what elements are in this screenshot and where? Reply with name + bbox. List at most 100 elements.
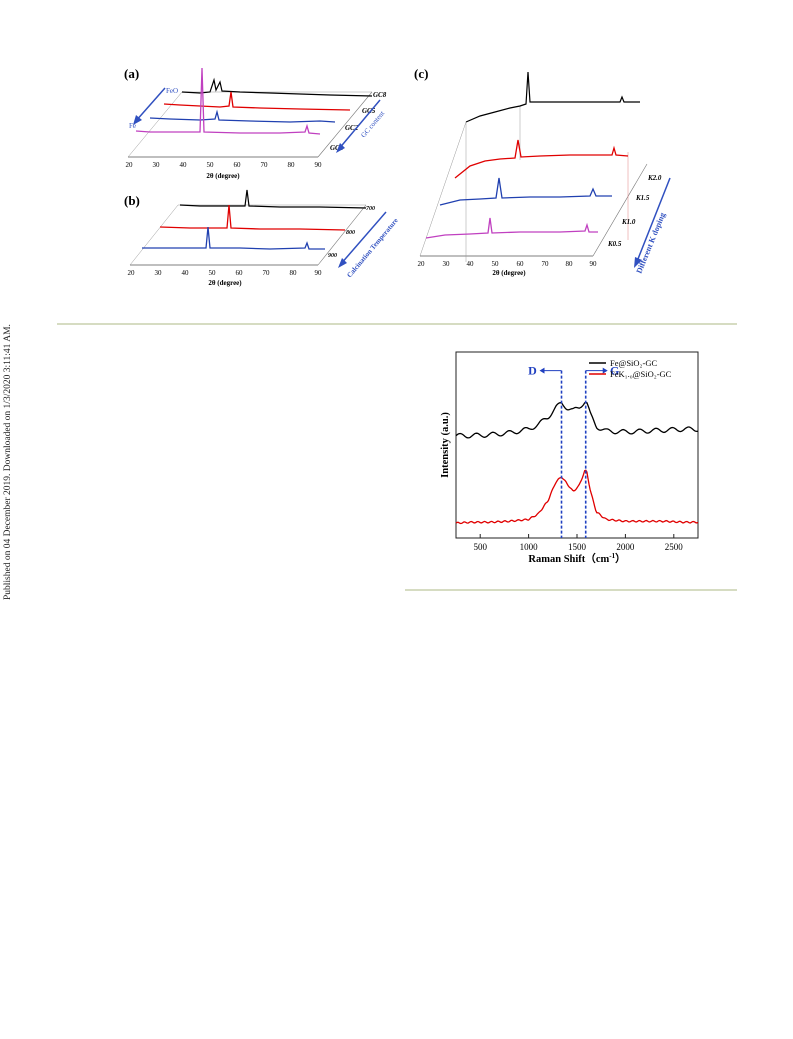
panel-c-series-k15 <box>454 139 629 179</box>
raman-axes-box <box>455 351 699 539</box>
raman-series-line-1 <box>455 469 699 525</box>
panel-b-series-label-2: 900 <box>328 253 337 259</box>
panel-a-series-gc2 <box>149 109 336 123</box>
panel-c-label: (c) <box>414 66 428 81</box>
panel-a-phase-arrow <box>134 87 166 123</box>
panel-b-series-800 <box>159 204 346 231</box>
panel-a-axis-depth-left <box>127 91 183 158</box>
panel-b-tick-6: 80 <box>290 269 298 277</box>
panel-b-series-700 <box>179 189 367 209</box>
raman-legend: Fe@SiO₂-GC FeK₁.₀@SiO₂-GC <box>589 358 672 379</box>
panel-b-tick-5: 70 <box>263 269 271 277</box>
panel-a-label: (a) <box>124 66 139 81</box>
panel-c-doping-arrow <box>635 177 671 265</box>
panel-a-tick-7: 90 <box>315 161 323 169</box>
panel-b-tick-7: 90 <box>315 269 323 277</box>
panel-a-phase-arrowhead <box>133 115 142 125</box>
panel-b-axis-depth <box>317 204 367 266</box>
raman-xlabel: Raman Shift（cm-1） <box>528 552 625 565</box>
panel-a-tick-0: 20 <box>126 161 134 169</box>
raman-xlabel-sup: -1 <box>609 552 615 560</box>
panel-c-x-ticks: 20 30 40 50 60 70 80 90 <box>418 260 598 268</box>
panel-c-series-k10 <box>439 177 612 206</box>
panel-c-series-label-2: K1.0 <box>621 218 636 226</box>
panel-a-tick-4: 60 <box>234 161 242 169</box>
panel-a-tick-1: 30 <box>153 161 161 169</box>
panel-b-axis-depth-left <box>129 204 179 266</box>
panel-a-axis-depth <box>317 91 373 158</box>
panel-c-tick-1: 30 <box>443 260 451 268</box>
panel-a-fe-label: Fe <box>129 122 136 130</box>
panel-a-tick-3: 50 <box>207 161 215 169</box>
raman-x-tick-label: 1000 <box>520 542 539 552</box>
panel-c-series-label-0: K2.0 <box>647 174 662 182</box>
raman-x-ticks: 500 1000 1500 2000 2500 <box>473 534 683 552</box>
panel-c: (c) K2.0 K1.5 K1.0 K0.5 Different K dopi… <box>414 66 671 277</box>
panel-b-tick-3: 50 <box>209 269 217 277</box>
panel-c-tick-5: 70 <box>542 260 550 268</box>
raman-x-tick-label: 2500 <box>665 542 684 552</box>
panel-b-tick-1: 30 <box>155 269 163 277</box>
panel-a-x-ticks: 20 30 40 50 60 70 80 90 <box>126 161 323 169</box>
legend-label-fe: Fe@SiO₂-GC <box>610 358 657 368</box>
panel-b-series-900 <box>142 226 325 250</box>
panel-c-tick-6: 80 <box>566 260 574 268</box>
xrd-figure: (a) GC8 GC5 GC2 GC1 GC content FeO Fe 20… <box>124 66 671 287</box>
panel-a-tick-2: 40 <box>180 161 188 169</box>
panel-b-series-label-0: 700 <box>366 206 375 212</box>
panel-c-doping-arrowhead <box>634 257 642 268</box>
panel-c-axis-depth-left <box>419 121 467 257</box>
panel-c-series-k20 <box>465 71 640 123</box>
panel-c-tick-4: 60 <box>517 260 525 268</box>
panel-b-label: (b) <box>124 193 140 208</box>
raman-xlabel-unit: cm <box>596 554 610 565</box>
raman-peak-arrowhead-d <box>539 367 545 374</box>
panel-c-xlabel: 2θ (degree) <box>492 269 526 277</box>
panel-b-tick-0: 20 <box>128 269 136 277</box>
panel-a-series-label-2: GC2 <box>345 124 359 132</box>
panel-b: (b) 700 800 900 Calcination Temperature … <box>124 189 400 287</box>
panel-c-series-k05 <box>425 217 598 239</box>
panel-c-tick-3: 50 <box>492 260 500 268</box>
panel-b-tick-4: 60 <box>236 269 244 277</box>
raman-ylabel: Intensity (a.u.) <box>440 412 451 478</box>
panel-b-x-ticks: 20 30 40 50 60 70 80 90 <box>128 269 323 277</box>
panel-a-tick-5: 70 <box>261 161 269 169</box>
panel-c-arrow-label: Different K doping <box>635 211 668 274</box>
raman-peak-arrowhead-g <box>602 367 608 374</box>
panel-c-series-label-3: K0.5 <box>607 240 622 248</box>
panel-a-series-label-3: GC1 <box>330 144 343 152</box>
panel-b-xlabel: 2θ (degree) <box>208 279 242 287</box>
panel-b-arrow-label: Calcination Temperature <box>345 217 399 280</box>
raman-series <box>455 401 699 525</box>
raman-xlabel-main: Raman Shift（ <box>528 552 596 565</box>
panel-a-series-gc5 <box>163 91 351 111</box>
panel-a: (a) GC8 GC5 GC2 GC1 GC content FeO Fe 20… <box>124 66 387 180</box>
raman-xlabel-close: ） <box>615 552 626 565</box>
panel-b-tick-2: 40 <box>182 269 190 277</box>
panel-a-feo-label: FeO <box>166 87 178 95</box>
figure-separator-rule <box>57 323 737 325</box>
panel-c-axis-depth <box>592 163 648 257</box>
raman-x-tick-label: 1500 <box>568 542 587 552</box>
legend-label-fek: FeK₁.₀@SiO₂-GC <box>610 369 672 379</box>
panel-c-tick-7: 90 <box>590 260 598 268</box>
panel-b-series-label-1: 800 <box>346 230 355 236</box>
raman-series-line-0 <box>455 401 699 439</box>
panel-a-content-arrow <box>337 99 381 151</box>
panel-a-series-gc1 <box>135 67 321 135</box>
panel-a-series-gc8 <box>181 77 373 97</box>
panel-a-series-label-1: GC5 <box>362 107 376 115</box>
panel-b-temperature-arrow <box>339 211 387 266</box>
raman-plot-frame <box>455 351 699 539</box>
raman-peak-label-d: D <box>528 364 537 378</box>
panel-a-tick-6: 80 <box>288 161 296 169</box>
raman-peak-label-g: G <box>610 364 619 378</box>
panel-b-temperature-arrowhead <box>338 258 347 268</box>
panel-a-series-label-0: GC8 <box>373 91 387 99</box>
raman-x-tick-label: 500 <box>473 542 487 552</box>
raman-figure-bottom-rule <box>405 589 737 591</box>
panel-a-content-arrowhead <box>336 143 345 153</box>
